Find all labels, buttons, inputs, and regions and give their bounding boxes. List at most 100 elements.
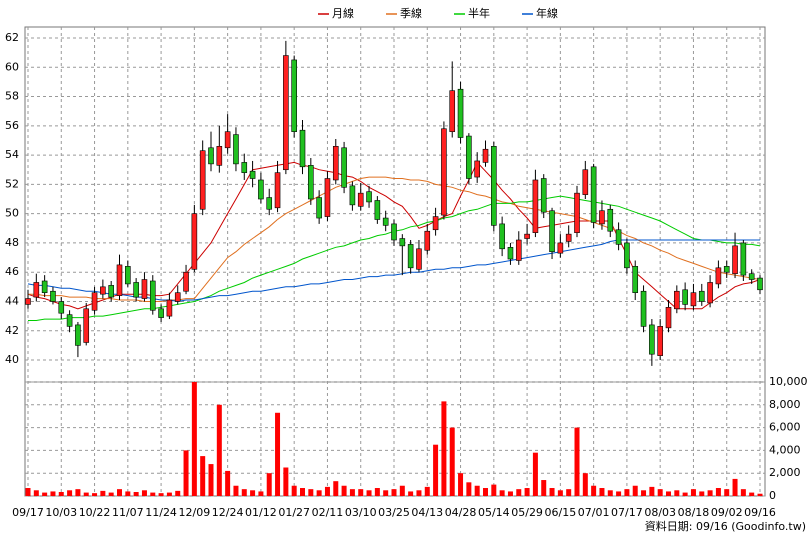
volume-bar <box>682 492 688 496</box>
volume-bar <box>433 444 439 496</box>
volume-bar <box>275 412 281 496</box>
candle-body <box>649 324 655 355</box>
candle-body <box>241 162 248 173</box>
candle-body <box>291 59 297 132</box>
candle-body <box>615 229 622 245</box>
candle-body <box>582 169 589 195</box>
volume-bar <box>25 488 31 496</box>
volume-bar <box>50 491 56 496</box>
y-tick-label: 48 <box>5 236 19 249</box>
candle-body <box>723 266 730 273</box>
candle-body <box>499 223 505 250</box>
volume-bar <box>241 489 247 496</box>
volume-bar <box>458 473 464 496</box>
footnote: 資料日期: 09/16 (Goodinfo.tw) <box>645 519 806 533</box>
candle-body <box>507 247 514 260</box>
volume-bar <box>150 492 156 496</box>
y-tick-label: 54 <box>5 148 19 161</box>
volume-bar <box>216 404 222 496</box>
candle-body <box>674 290 680 310</box>
volume-bar <box>591 485 597 496</box>
volume-bar <box>483 488 488 496</box>
volume-bar <box>391 489 397 496</box>
x-tick-label: 11/07 <box>112 506 144 519</box>
candle-body <box>532 179 539 233</box>
x-tick-label: 09/02 <box>711 506 743 519</box>
candle-body <box>665 307 672 329</box>
volume-bar <box>108 492 114 496</box>
volume-bar <box>690 489 696 496</box>
candle-body <box>399 238 406 247</box>
volume-bar <box>316 490 322 496</box>
volume-bar <box>225 470 231 496</box>
volume-bar <box>616 491 622 496</box>
candle-body <box>108 285 114 298</box>
volume-bar <box>200 456 206 496</box>
candle-body <box>491 146 497 226</box>
candle-body <box>457 88 464 138</box>
candle-body <box>41 280 48 294</box>
y-tick-label: 52 <box>5 177 19 190</box>
candle-body <box>50 290 56 302</box>
y2-tick-label: 2,000 <box>769 466 801 479</box>
candle-body <box>374 200 381 220</box>
volume-bar <box>466 482 472 496</box>
candle-body <box>125 266 131 285</box>
volume-bar <box>499 490 505 496</box>
volume-bar <box>158 493 164 496</box>
y-tick-label: 58 <box>5 90 19 103</box>
candle-body <box>341 147 347 188</box>
volume-bar <box>582 473 588 496</box>
volume-bar <box>549 488 555 496</box>
x-tick-label: 08/03 <box>644 506 676 519</box>
volume-bar <box>291 485 297 496</box>
volume-bar <box>574 427 580 496</box>
candle-body <box>116 264 123 296</box>
volume-bar <box>516 489 522 496</box>
y2-tick-label: 6,000 <box>769 421 801 434</box>
x-tick-label: 04/13 <box>411 506 443 519</box>
x-tick-label: 05/14 <box>478 506 510 519</box>
candle-body <box>75 324 81 346</box>
candle-body <box>324 178 331 217</box>
volume-bar <box>83 492 89 496</box>
volume-bar <box>374 488 380 496</box>
candle-body <box>308 165 314 200</box>
candle-body <box>515 239 522 261</box>
volume-bar <box>474 485 480 496</box>
candle-body <box>58 301 65 314</box>
candle-body <box>149 280 156 311</box>
y-tick-label: 44 <box>5 294 19 307</box>
volume-bar <box>424 486 430 496</box>
x-tick-label: 07/01 <box>578 506 610 519</box>
candle-body <box>174 292 181 302</box>
candle-body <box>316 197 322 219</box>
y-tick-label: 60 <box>5 60 19 73</box>
x-tick-label: 07/17 <box>611 506 643 519</box>
candle-body <box>224 131 231 149</box>
candle-body <box>249 170 256 179</box>
candle-body <box>599 210 605 225</box>
candle-body <box>183 271 189 292</box>
candle-body <box>632 266 639 294</box>
volume-bar <box>699 491 705 496</box>
volume-bar <box>724 489 730 496</box>
candle-body <box>740 242 747 276</box>
volume-bar <box>100 490 106 496</box>
candle-body <box>557 242 564 254</box>
x-tick-label: 10/03 <box>45 506 77 519</box>
candle-body <box>540 178 547 213</box>
volume-bar <box>599 488 605 496</box>
candle-body <box>349 185 356 206</box>
volume-bar <box>258 491 264 496</box>
volume-bar <box>366 490 372 496</box>
candle-body <box>524 233 530 239</box>
y-tick-label: 50 <box>5 207 19 220</box>
candle-body <box>91 292 98 311</box>
volume-bar <box>175 490 181 496</box>
candle-body <box>357 192 364 207</box>
candle-body <box>133 282 139 298</box>
volume-bar <box>117 489 122 496</box>
